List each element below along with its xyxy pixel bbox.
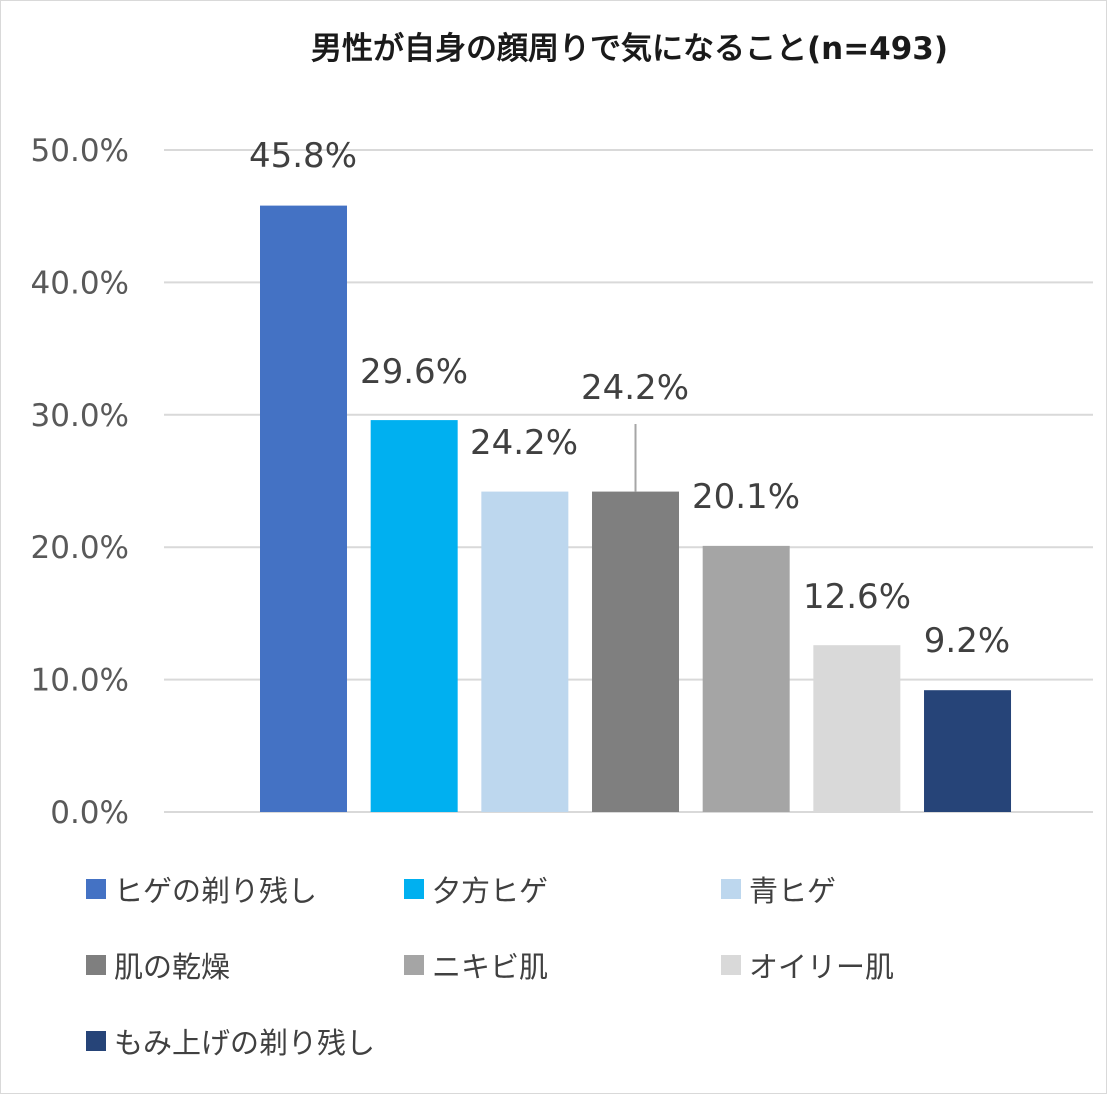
legend-label: ニキビ肌 [432, 950, 549, 984]
legend-swatch [86, 955, 106, 975]
bar-3 [481, 491, 569, 812]
legend-swatch [86, 1031, 106, 1051]
y-tick-label: 0.0% [50, 795, 129, 831]
bar-7 [924, 690, 1012, 812]
legend-label: オイリー肌 [749, 950, 895, 984]
legend-swatch [404, 879, 424, 899]
bar-1 [260, 205, 347, 812]
legend-swatch [721, 879, 741, 899]
data-label-3: 24.2% [470, 423, 578, 463]
legend-item: 肌の乾燥 [86, 945, 230, 985]
bar-2 [370, 420, 458, 812]
legend-item: もみ上げの剃り残し [86, 1021, 375, 1061]
data-label-6: 12.6% [803, 577, 911, 617]
legend-label: 青ヒゲ [749, 874, 837, 908]
legend-item: 青ヒゲ [721, 869, 836, 909]
data-label-5: 20.1% [692, 477, 800, 517]
legend-swatch [721, 955, 741, 975]
chart-title: 男性が自身の顔周りで気になること(n=493) [310, 31, 949, 67]
y-tick-label: 10.0% [31, 663, 129, 699]
legend-label: もみ上げの剃り残し [114, 1026, 376, 1060]
data-label-1: 45.8% [249, 136, 357, 176]
legend-swatch [404, 955, 424, 975]
legend-label: 肌の乾燥 [114, 950, 231, 984]
y-tick-label: 30.0% [31, 398, 129, 434]
legend-swatch [86, 879, 106, 899]
legend-label: ヒゲの剃り残し [114, 874, 318, 908]
y-tick-label: 20.0% [31, 530, 129, 566]
data-label-7: 9.2% [924, 621, 1010, 661]
legend-item: 夕方ヒゲ [404, 869, 548, 909]
bar-5 [702, 545, 790, 812]
legend-item: ニキビ肌 [404, 945, 548, 985]
bar-4 [592, 491, 680, 812]
y-tick-label: 50.0% [31, 133, 129, 169]
legend-item: ヒゲの剃り残し [86, 869, 317, 909]
legend-label: 夕方ヒゲ [432, 874, 549, 908]
data-label-2: 29.6% [360, 352, 468, 392]
data-label-4: 24.2% [581, 368, 689, 408]
legend-item: オイリー肌 [721, 945, 894, 985]
bar-6 [813, 645, 901, 812]
y-tick-label: 40.0% [31, 265, 129, 301]
